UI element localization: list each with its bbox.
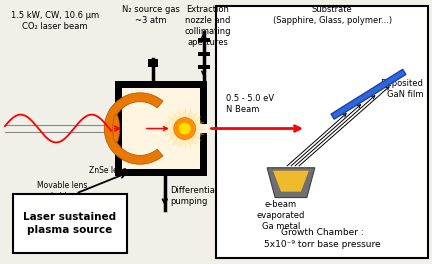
Polygon shape <box>273 171 309 192</box>
Bar <box>197 38 210 42</box>
Text: Differential
pumping: Differential pumping <box>170 186 217 206</box>
Text: Laser sustained
plasma source: Laser sustained plasma source <box>23 212 117 235</box>
Bar <box>13 194 127 253</box>
Bar <box>197 51 210 55</box>
Circle shape <box>179 122 191 134</box>
Polygon shape <box>273 171 309 192</box>
Text: 0.5 - 5.0 eV
N Beam: 0.5 - 5.0 eV N Beam <box>226 93 274 114</box>
Bar <box>197 65 210 69</box>
Polygon shape <box>267 168 315 197</box>
Text: N₂ source gas
~3 atm: N₂ source gas ~3 atm <box>122 5 180 25</box>
Text: Growth Chamber :
5x10⁻⁹ torr base pressure: Growth Chamber : 5x10⁻⁹ torr base pressu… <box>264 228 381 249</box>
Bar <box>216 6 428 258</box>
Circle shape <box>174 117 196 139</box>
Bar <box>115 169 206 176</box>
Text: Substrate
(Sapphire, Glass, polymer...): Substrate (Sapphire, Glass, polymer...) <box>273 5 392 25</box>
Text: ZnSe lens: ZnSe lens <box>89 166 127 175</box>
Wedge shape <box>104 93 163 164</box>
Text: 1.5 kW, CW, 10.6 μm
CO₂ laser beam: 1.5 kW, CW, 10.6 μm CO₂ laser beam <box>10 11 98 31</box>
Circle shape <box>167 111 203 147</box>
Polygon shape <box>331 69 406 119</box>
Text: Extraction
nozzle and
collimating
apertures: Extraction nozzle and collimating apertu… <box>184 5 231 47</box>
Bar <box>122 88 200 169</box>
Text: Movable lens
holder: Movable lens holder <box>37 181 88 201</box>
Ellipse shape <box>113 115 120 143</box>
Bar <box>115 81 122 176</box>
Bar <box>200 81 206 176</box>
Bar <box>148 59 158 67</box>
Text: e-beam
evaporated
Ga metal: e-beam evaporated Ga metal <box>257 200 305 231</box>
Bar <box>200 124 209 134</box>
Text: Deposited
GaN film: Deposited GaN film <box>380 79 423 99</box>
Bar <box>115 81 206 88</box>
